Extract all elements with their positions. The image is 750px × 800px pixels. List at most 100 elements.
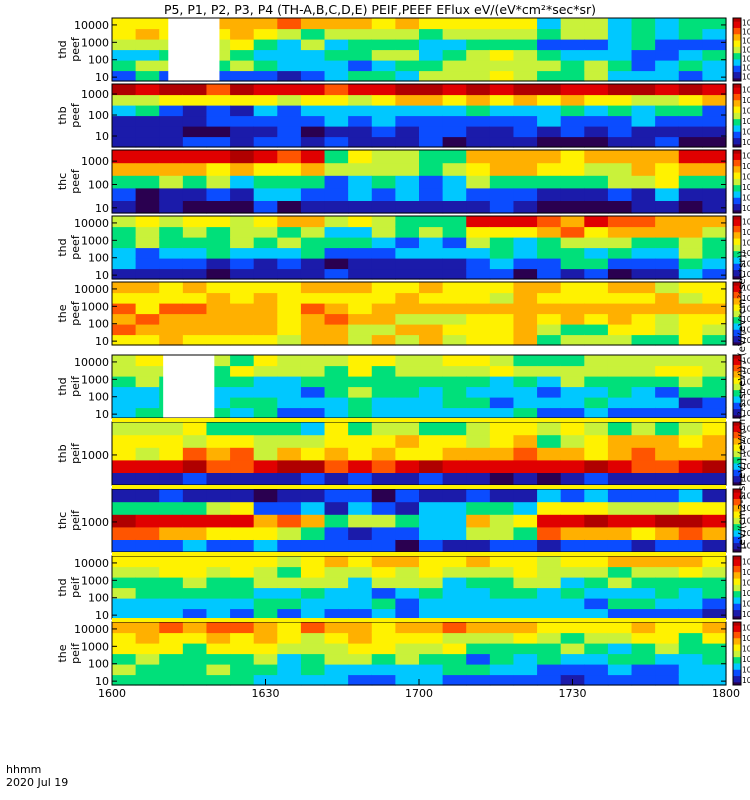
thc-peef-cell [300, 175, 326, 189]
panel-separator-strip [112, 618, 726, 622]
thd-peef-2-colorbar-swatch [733, 258, 741, 261]
thb-peef-colorbar-swatch [733, 98, 741, 101]
thd-peef-2-cell [206, 237, 231, 249]
thb-peif-cell [253, 472, 278, 486]
thb-peif-cell [489, 459, 515, 473]
the-peef-cell [489, 334, 515, 346]
thd-peif-2-cell [112, 598, 137, 610]
thb-peef-colorbar-swatch [733, 88, 741, 91]
thd-peif-cell [300, 376, 326, 388]
thd-peif-cell [537, 386, 562, 398]
thd-peef-cell [371, 18, 396, 30]
thd-peif-2-cell [466, 566, 491, 578]
thc-peef-cell [419, 175, 444, 189]
thd-peif-2-cell [442, 556, 467, 568]
thc-peef-colorbar-swatch [733, 181, 741, 184]
the-peef-cell [135, 282, 160, 294]
thb-peif-cell [584, 472, 609, 486]
thc-peif-colorbar-swatch [733, 515, 741, 518]
the-peif-colorbar-swatch [733, 631, 741, 634]
thb-peef-colorbar-swatch [733, 118, 741, 121]
the-peif-cell [135, 622, 160, 634]
thd-peif-colorbar-swatch [733, 373, 741, 376]
thc-peef-cell [182, 200, 208, 214]
thd-peif-2-cell [560, 577, 585, 589]
thb-peef-cell [702, 136, 727, 148]
thb-peef-cell [371, 126, 396, 138]
the-peif-cell [206, 674, 231, 686]
thd-peef-2-cell [135, 216, 160, 228]
the-peef-cell [112, 303, 137, 315]
thd-peef-cell [631, 39, 656, 51]
the-peif-colorbar-swatch [733, 677, 741, 680]
thc-peef-cell [395, 175, 420, 189]
thd-peef-2-colorbar-swatch [733, 249, 741, 252]
thd-peif-cell [442, 397, 467, 409]
thd-peif-2-cell [324, 556, 349, 568]
thc-peif-colorbar-swatch [733, 509, 741, 512]
the-peif-cell [395, 653, 420, 665]
the-peif-cell [419, 674, 444, 686]
thd-peif-colorbar-swatch [733, 372, 741, 375]
the-peif-cell [607, 674, 633, 686]
thc-peef-cell [442, 200, 467, 214]
thc-peef-cell [513, 200, 538, 214]
thb-peif-cell [300, 447, 326, 461]
thc-peef-cell [584, 175, 609, 189]
thc-peef-cell [277, 162, 302, 176]
thd-peef-cell [560, 28, 585, 40]
the-peef-colorbar-swatch [733, 307, 741, 310]
the-peif-cell [182, 664, 208, 676]
thd-peif-2-colorbar-swatch [733, 612, 741, 615]
thc-peef-cell [466, 150, 491, 164]
the-peef-cell [442, 334, 467, 346]
thd-peef-2-cell [702, 247, 727, 259]
thb-peef-cell [371, 94, 396, 106]
thc-peef-cell [182, 162, 208, 176]
thb-peif-cell [537, 434, 562, 448]
thd-peef-cell [513, 39, 538, 51]
thd-peef-cell [112, 18, 137, 30]
x-tick-label: 1700 [405, 687, 433, 700]
the-peef-cell [466, 313, 491, 325]
thd-peef-cell [466, 39, 491, 51]
the-peef-colorbar-swatch [733, 310, 741, 313]
thd-peif-2-cell [655, 566, 680, 578]
thc-peif-label-line2: peif [69, 509, 82, 531]
thd-peef-cell [324, 70, 349, 82]
thd-peef-2-cell [537, 237, 562, 249]
thd-peif-2-colorbar-swatch [733, 581, 741, 584]
thc-peef-cell [206, 162, 231, 176]
thd-peef-cell [324, 60, 349, 72]
the-peif-colorbar-swatch [733, 683, 741, 686]
the-peef-cell [324, 303, 349, 315]
thb-peef-cell [584, 136, 609, 148]
thd-peif-colorbar-swatch [733, 405, 741, 408]
thc-peef-cell [300, 200, 326, 214]
the-peif-colorbar-tick-base: 10 [742, 623, 750, 632]
the-peef-cell [513, 324, 538, 336]
thd-peif-2-colorbar-swatch [733, 606, 741, 609]
thb-peef-cell [230, 126, 255, 138]
thb-peef-cell [678, 84, 703, 96]
thd-peef-2-cell [678, 258, 703, 270]
the-peef-cell [277, 282, 302, 294]
thc-peef-cell [300, 187, 326, 201]
thc-peef-cell [135, 200, 160, 214]
thb-peef-cell [253, 84, 278, 96]
thb-peif-colorbar-swatch [733, 459, 741, 462]
thd-peef-colorbar-swatch [733, 33, 741, 36]
thb-peef-cell [324, 94, 349, 106]
thc-peif-cell [324, 514, 349, 528]
thc-peif-colorbar-swatch [733, 501, 741, 504]
thb-peef-cell [537, 105, 562, 117]
thd-peif-2-cell [135, 577, 160, 589]
thb-peef-cell [678, 126, 703, 138]
thd-peef-cell [253, 28, 278, 40]
thc-peif-cell [442, 526, 467, 540]
thc-peef-cell [489, 150, 515, 164]
thc-peif-cell [513, 501, 538, 515]
thb-peif-colorbar-swatch [733, 456, 741, 459]
thc-peif-panel: 1000thcpeif104105106107108 [56, 488, 750, 553]
thd-peif-cell [112, 376, 137, 388]
